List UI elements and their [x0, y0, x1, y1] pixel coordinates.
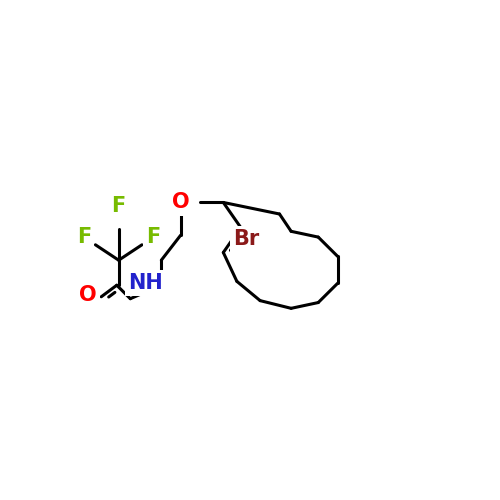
- Text: O: O: [79, 285, 96, 305]
- Text: F: F: [76, 227, 91, 247]
- Text: Br: Br: [234, 229, 260, 249]
- Text: F: F: [146, 227, 160, 247]
- Text: O: O: [172, 192, 190, 212]
- Text: NH: NH: [128, 274, 163, 293]
- Text: F: F: [112, 196, 126, 216]
